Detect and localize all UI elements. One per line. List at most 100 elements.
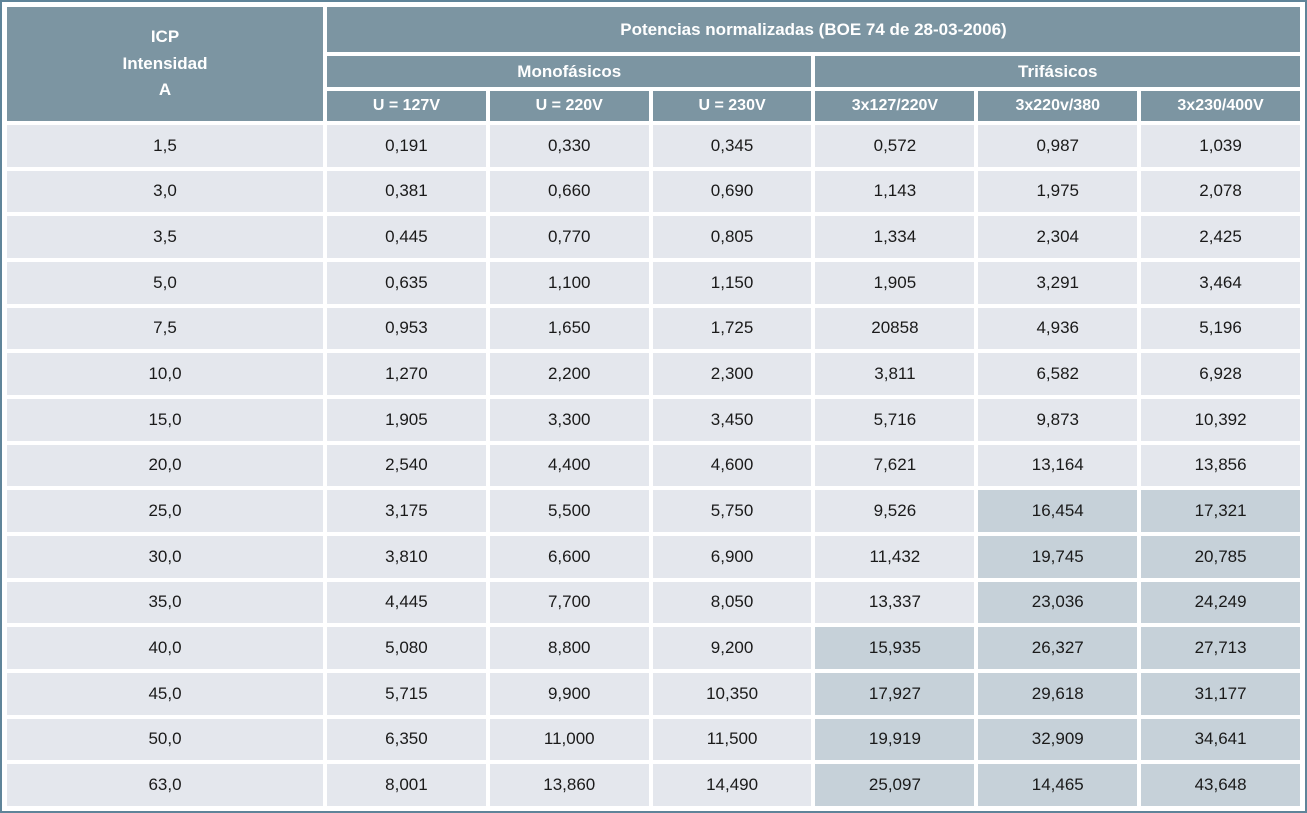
table-cell: 0,445 — [327, 216, 486, 258]
table-cell: 1,270 — [327, 353, 486, 395]
table-cell: 2,425 — [1141, 216, 1300, 258]
table-cell: 7,700 — [489, 581, 649, 624]
table-cell: 1,334 — [815, 216, 975, 258]
table-cell: 0,191 — [327, 125, 486, 167]
column-header-u127: U = 127V — [327, 91, 486, 121]
column-header-u220: U = 220V — [489, 91, 649, 121]
table-cell: 19,919 — [815, 718, 975, 761]
table-cell: 23,036 — [978, 581, 1138, 624]
row-header-cell: 3,5 — [7, 216, 323, 258]
table-cell: 26,327 — [978, 627, 1138, 669]
table-cell: 5,716 — [815, 399, 975, 441]
table-cell: 0,330 — [489, 125, 649, 167]
table-cell: 20,785 — [1141, 536, 1300, 578]
row-header-cell: 35,0 — [7, 581, 323, 624]
table-cell: 1,039 — [1141, 125, 1300, 167]
table-cell: 2,304 — [978, 216, 1138, 258]
table-cell: 9,526 — [815, 490, 975, 532]
column-header-3x230-400: 3x230/400V — [1141, 91, 1300, 121]
table-cell: 4,400 — [489, 444, 649, 487]
table-cell: 9,900 — [489, 673, 649, 715]
table-cell: 1,905 — [815, 262, 975, 304]
table-cell: 4,445 — [327, 581, 486, 624]
table-cell: 0,572 — [815, 125, 975, 167]
table-cell: 3,450 — [652, 399, 812, 441]
table-cell: 6,582 — [978, 353, 1138, 395]
corner-header-line: Intensidad — [122, 53, 208, 73]
table-cell: 8,001 — [327, 764, 486, 806]
table-cell: 10,392 — [1141, 399, 1300, 441]
table-cell: 24,249 — [1141, 581, 1300, 624]
table-cell: 0,660 — [489, 170, 649, 213]
table-cell: 1,975 — [978, 170, 1138, 213]
table-cell: 7,621 — [815, 444, 975, 487]
table-cell: 2,540 — [327, 444, 486, 487]
table-cell: 0,953 — [327, 307, 486, 350]
row-header-cell: 3,0 — [7, 170, 323, 213]
table-cell: 29,618 — [978, 673, 1138, 715]
row-header-cell: 30,0 — [7, 536, 323, 578]
table-cell: 34,641 — [1141, 718, 1300, 761]
column-header-u230: U = 230V — [652, 91, 812, 121]
column-header-3x127-220: 3x127/220V — [815, 91, 975, 121]
table-cell: 6,350 — [327, 718, 486, 761]
table-cell: 14,490 — [652, 764, 812, 806]
table-cell: 11,432 — [815, 536, 975, 578]
table-cell: 0,770 — [489, 216, 649, 258]
corner-header-line: ICP — [150, 27, 180, 47]
table-cell: 6,600 — [489, 536, 649, 578]
row-header-cell: 45,0 — [7, 673, 323, 715]
corner-header-line: A — [158, 80, 172, 100]
table-cell: 5,080 — [327, 627, 486, 669]
row-header-cell: 40,0 — [7, 627, 323, 669]
table-cell: 8,050 — [652, 581, 812, 624]
table-title: Potencias normalizadas (BOE 74 de 28-03-… — [327, 7, 1300, 52]
table-cell: 0,345 — [652, 125, 812, 167]
table-cell: 3,811 — [815, 353, 975, 395]
table-cell: 31,177 — [1141, 673, 1300, 715]
table-cell: 1,905 — [327, 399, 486, 441]
table-cell: 13,856 — [1141, 444, 1300, 487]
row-header-cell: 20,0 — [7, 444, 323, 487]
table-cell: 9,200 — [652, 627, 812, 669]
table-cell: 4,600 — [652, 444, 812, 487]
table-cell: 1,100 — [489, 262, 649, 304]
table-cell: 10,350 — [652, 673, 812, 715]
table-cell: 5,715 — [327, 673, 486, 715]
table-cell: 13,164 — [978, 444, 1138, 487]
table-cell: 3,810 — [327, 536, 486, 578]
group-header-monofasicos: Monofásicos — [327, 56, 812, 87]
table-cell: 17,321 — [1141, 490, 1300, 532]
table-cell: 0,987 — [978, 125, 1138, 167]
table-cell: 3,291 — [978, 262, 1138, 304]
table-cell: 2,078 — [1141, 170, 1300, 213]
table-cell: 11,500 — [652, 718, 812, 761]
row-header-cell: 10,0 — [7, 353, 323, 395]
table-cell: 3,300 — [489, 399, 649, 441]
corner-header: ICP Intensidad A — [7, 7, 323, 121]
table-cell: 16,454 — [978, 490, 1138, 532]
table-cell: 2,200 — [489, 353, 649, 395]
table-cell: 25,097 — [815, 764, 975, 806]
table-cell: 5,500 — [489, 490, 649, 532]
table-cell: 27,713 — [1141, 627, 1300, 669]
table-cell: 9,873 — [978, 399, 1138, 441]
table-cell: 2,300 — [652, 353, 812, 395]
row-header-cell: 1,5 — [7, 125, 323, 167]
table-cell: 0,381 — [327, 170, 486, 213]
table-cell: 0,690 — [652, 170, 812, 213]
table-cell: 32,909 — [978, 718, 1138, 761]
table-cell: 17,927 — [815, 673, 975, 715]
table-cell: 13,860 — [489, 764, 649, 806]
table-cell: 6,900 — [652, 536, 812, 578]
table-cell: 13,337 — [815, 581, 975, 624]
table-cell: 3,464 — [1141, 262, 1300, 304]
table-cell: 11,000 — [489, 718, 649, 761]
table-cell: 5,196 — [1141, 307, 1300, 350]
table-cell: 15,935 — [815, 627, 975, 669]
table-cell: 3,175 — [327, 490, 486, 532]
table-cell: 1,143 — [815, 170, 975, 213]
row-header-cell: 25,0 — [7, 490, 323, 532]
table-cell: 8,800 — [489, 627, 649, 669]
